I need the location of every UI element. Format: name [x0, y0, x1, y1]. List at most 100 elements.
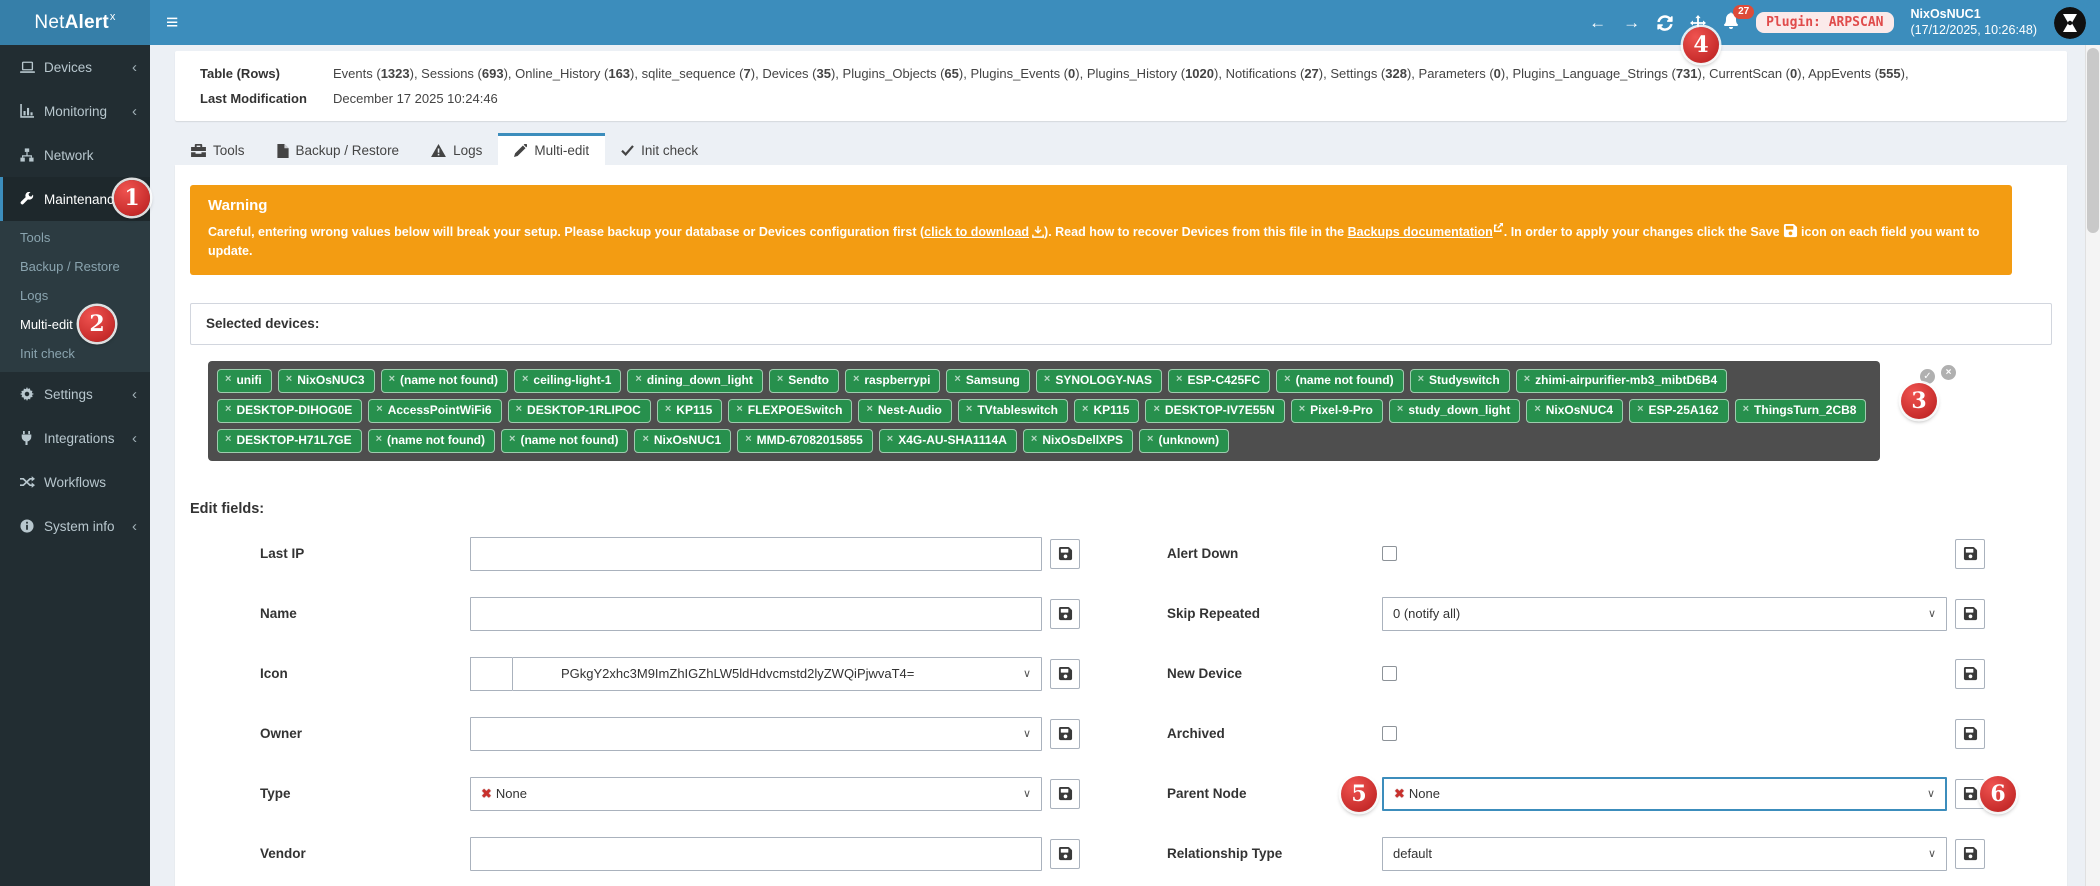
devices-confirm-button[interactable]: ✓ — [1920, 369, 1935, 384]
remove-tag-icon[interactable]: × — [664, 403, 672, 416]
remove-tag-icon[interactable]: × — [376, 403, 383, 416]
relationship-type-save-button[interactable] — [1955, 838, 1985, 869]
notifications-bell-icon[interactable]: 27 — [1723, 4, 1755, 34]
device-tag[interactable]: × SYNOLOGY-NAS — [1035, 368, 1162, 393]
device-tag[interactable]: × NixOsNUC1 — [634, 428, 732, 453]
remove-tag-icon[interactable]: × — [776, 373, 784, 386]
sidebar-subitem-backup-restore[interactable]: Backup / Restore — [0, 252, 150, 281]
device-tag[interactable]: × ThingsTurn_2CB8 — [1734, 398, 1867, 423]
device-tag[interactable]: × DESKTOP-IV7E55N — [1145, 398, 1285, 423]
device-tag[interactable]: × Sendto — [768, 368, 839, 393]
sidebar-subitem-logs[interactable]: Logs — [0, 281, 150, 310]
tab-backup-restore[interactable]: Backup / Restore — [261, 133, 416, 165]
remove-tag-icon[interactable]: × — [736, 403, 743, 416]
device-tag[interactable]: × KP115 — [1074, 398, 1140, 423]
remove-tag-icon[interactable]: × — [509, 433, 516, 446]
device-tag[interactable]: × (name not found) — [380, 368, 508, 393]
vendor-input[interactable] — [470, 836, 1042, 871]
device-tag[interactable]: × AccessPointWiFi6 — [368, 398, 502, 423]
type-save-button[interactable] — [1050, 778, 1080, 809]
device-tag[interactable]: × KP115 — [656, 398, 723, 423]
forward-icon[interactable]: → — [1623, 12, 1641, 32]
device-tag[interactable]: × zhimi-airpurifier-mb3_mibtD6B4 — [1515, 368, 1728, 393]
device-tag[interactable]: × NixOsDellXPS — [1022, 428, 1134, 453]
new-device-save-button[interactable] — [1955, 658, 1985, 689]
device-tag[interactable]: × study_down_light — [1388, 398, 1521, 423]
remove-tag-icon[interactable]: × — [886, 433, 894, 446]
sidebar-item-monitoring[interactable]: Monitoring ‹ — [0, 89, 150, 133]
remove-tag-icon[interactable]: × — [225, 403, 232, 416]
move-arrows-icon[interactable] — [1690, 14, 1707, 31]
owner-select[interactable]: ∨ — [470, 716, 1042, 751]
remove-tag-icon[interactable]: × — [1396, 403, 1404, 416]
sidebar-item-settings[interactable]: Settings ‹ — [0, 372, 150, 416]
new-device-checkbox[interactable] — [1382, 666, 1397, 682]
remove-tag-icon[interactable]: × — [521, 373, 529, 386]
remove-tag-icon[interactable]: × — [642, 433, 649, 446]
sidebar-item-workflows[interactable]: Workflows — [0, 460, 150, 504]
device-tag[interactable]: × TVtableswitch — [957, 398, 1068, 423]
sidebar-subitem-tools[interactable]: Tools — [0, 223, 150, 252]
device-tag[interactable]: × (name not found) — [1276, 368, 1404, 393]
remove-tag-icon[interactable]: × — [1417, 373, 1424, 386]
sidebar-subitem-multi-edit[interactable]: Multi-edit — [0, 310, 150, 339]
alert-down-save-button[interactable] — [1955, 538, 1985, 569]
device-tag[interactable]: × ESP-25A162 — [1629, 398, 1729, 423]
device-tag[interactable]: × ceiling-light-1 — [513, 368, 622, 393]
remove-tag-icon[interactable]: × — [852, 373, 860, 386]
refresh-icon[interactable] — [1657, 14, 1673, 31]
relationship-type-select[interactable]: default ∨ — [1382, 836, 1947, 871]
tab-init-check[interactable]: Init check — [605, 133, 714, 165]
scrollbar[interactable] — [2085, 45, 2100, 886]
app-logo[interactable]: Net Alert x — [0, 0, 150, 45]
download-link[interactable]: click to download — [924, 225, 1044, 239]
remove-tag-icon[interactable]: × — [745, 433, 752, 446]
remove-tag-icon[interactable]: × — [1742, 403, 1750, 416]
remove-tag-icon[interactable]: × — [1082, 403, 1089, 416]
remove-tag-icon[interactable]: × — [1153, 403, 1160, 416]
remove-tag-icon[interactable]: × — [1534, 403, 1541, 416]
device-tag[interactable]: × Studyswitch — [1409, 368, 1510, 393]
sidebar-item-integrations[interactable]: Integrations ‹ — [0, 416, 150, 460]
icon-save-button[interactable] — [1050, 658, 1080, 689]
device-tag[interactable]: × ESP-C425FC — [1168, 368, 1271, 393]
device-tag[interactable]: × DESKTOP-1RLIPOC — [507, 398, 651, 423]
tab-multi-edit[interactable]: Multi-edit — [498, 133, 606, 165]
remove-tag-icon[interactable]: × — [225, 373, 232, 386]
sidebar-item-system-info[interactable]: System info ‹ — [0, 504, 150, 548]
remove-tag-icon[interactable]: × — [866, 403, 873, 416]
skip-repeated-select[interactable]: 0 (notify all) ∨ — [1382, 596, 1947, 631]
scrollbar-thumb[interactable] — [2087, 48, 2099, 233]
device-tag[interactable]: × Samsung — [946, 368, 1030, 393]
remove-tag-icon[interactable]: × — [388, 373, 395, 386]
device-tag[interactable]: × NixOsNUC3 — [277, 368, 375, 393]
device-tag[interactable]: × (unknown) — [1139, 428, 1230, 453]
name-save-button[interactable] — [1050, 598, 1080, 629]
remove-tag-icon[interactable]: × — [1043, 373, 1051, 386]
sidebar-item-devices[interactable]: Devices ‹ — [0, 45, 150, 89]
device-tag[interactable]: × X4G-AU-SHA1114A — [878, 428, 1017, 453]
archived-save-button[interactable] — [1955, 718, 1985, 749]
device-tag[interactable]: × unifi — [217, 368, 272, 393]
icon-select[interactable]: PGkgY2xhc3M9ImZhIGZhLW5ldHdvcmstd2lyZWQi… — [512, 656, 1042, 691]
sidebar-item-network[interactable]: Network — [0, 133, 150, 177]
type-select[interactable]: ✖ None ∨ — [470, 776, 1042, 811]
last-ip-input[interactable] — [470, 536, 1042, 571]
remove-tag-icon[interactable]: × — [1284, 373, 1291, 386]
remove-tag-icon[interactable]: × — [965, 403, 973, 416]
device-tag[interactable]: × DESKTOP-H71L7GE — [217, 428, 362, 453]
remove-tag-icon[interactable]: × — [515, 403, 523, 416]
remove-tag-icon[interactable]: × — [1523, 373, 1531, 386]
remove-tag-icon[interactable]: × — [225, 433, 232, 446]
owner-save-button[interactable] — [1050, 718, 1080, 749]
device-tag[interactable]: × raspberrypi — [844, 368, 941, 393]
last-ip-save-button[interactable] — [1050, 538, 1080, 569]
device-tag[interactable]: × MMD-67082015855 — [737, 428, 873, 453]
device-tag[interactable]: × DESKTOP-DIHOG0E — [217, 398, 363, 423]
remove-tag-icon[interactable]: × — [635, 373, 642, 386]
remove-tag-icon[interactable]: × — [1147, 433, 1154, 446]
back-icon[interactable]: ← — [1589, 12, 1607, 32]
device-tag[interactable]: × FLEXPOESwitch — [728, 398, 853, 423]
archived-checkbox[interactable] — [1382, 726, 1397, 742]
sidebar-toggle-icon[interactable]: ≡ — [166, 10, 179, 34]
